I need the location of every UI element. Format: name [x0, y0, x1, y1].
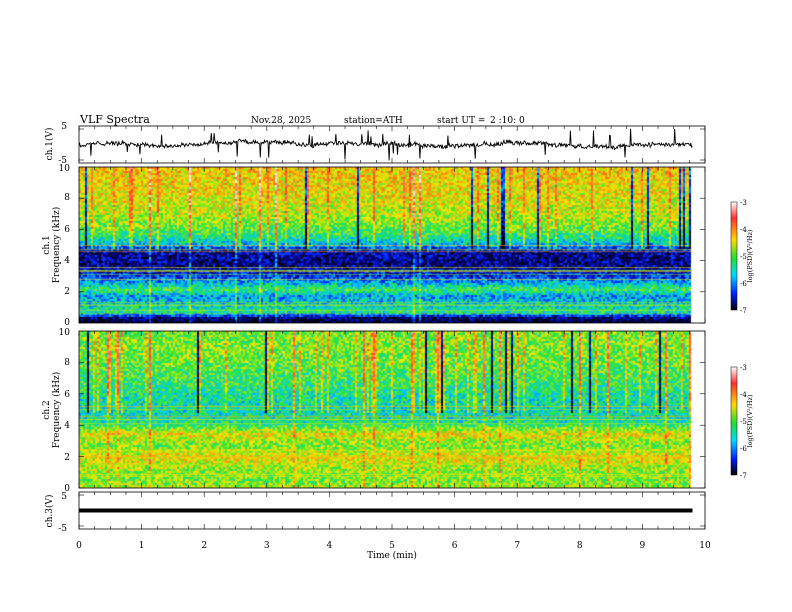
ch1-waveform-ticks: [78, 126, 706, 163]
ch2-freq-tick-10: 10: [59, 328, 71, 338]
ch3-waveform-panel: 5 -5 ch.3(V): [44, 491, 706, 534]
ch2-cbar-tick-m7: -7: [740, 472, 747, 480]
ch1-cbar-tick-m6: -6: [740, 280, 747, 288]
ch1-cbar-tick-m4: -4: [740, 226, 747, 234]
time-tick-0: 0: [76, 541, 82, 551]
header-station: station=ATH: [344, 116, 403, 126]
ch2-freq-tick-4: 4: [64, 421, 70, 431]
ch2-cbar-tick-m3: -3: [740, 364, 747, 372]
time-tick-5: 5: [389, 541, 395, 551]
time-axis: 0 1 2 3 4 5 6 7 8 9 10 Time (min): [76, 541, 711, 561]
ch2-cbar-label: log(PSD)(V²/Hz): [746, 394, 754, 447]
ch1-spectrogram-ticks: [78, 167, 706, 324]
ch1-cbar-label: log(PSD)(V²/Hz): [746, 229, 754, 282]
ch2-freq-axis-label: Frequency (kHz): [51, 372, 62, 449]
ch2-freq-tick-2: 2: [64, 453, 70, 463]
ch1-spectrogram-image: [79, 167, 692, 323]
ch3-ytick-bottom: -5: [58, 524, 67, 534]
ch1-waveform-line: [78, 128, 693, 161]
ch1-cbar-tick-m5: -5: [740, 253, 747, 261]
ch1-waveform-panel: 5 -5 ch.1(V): [44, 122, 706, 166]
ch1-spectrogram-cells: [79, 167, 692, 323]
header-date: Nov.28, 2025: [251, 116, 312, 126]
ch3-waveform-ticks: [78, 492, 706, 529]
ch1-ytick-top: 5: [61, 122, 67, 132]
ch1-freq-tick-10: 10: [59, 164, 71, 174]
ch1-freq-tick-0: 0: [64, 318, 70, 328]
ch1-freq-axis-label: Frequency (kHz): [51, 207, 62, 284]
ch2-colorbar: [730, 366, 738, 476]
ch1-cbar-tick-m7: -7: [740, 307, 747, 315]
figure-title: VLF Spectra: [79, 113, 150, 126]
time-tick-6: 6: [452, 541, 458, 551]
time-axis-label: Time (min): [367, 550, 417, 561]
ch1-freq-tick-8: 8: [64, 193, 70, 203]
time-tick-7: 7: [514, 541, 520, 551]
ch3-ylabel: ch.3(V): [44, 495, 55, 528]
time-tick-2: 2: [201, 541, 207, 551]
ch1-freq-tick-2: 2: [64, 287, 70, 297]
ch2-freq-tick-0: 0: [64, 484, 70, 494]
ch2-spectrogram-image: [79, 331, 692, 488]
ch1-cbar-tick-m3: -3: [740, 199, 747, 207]
ch1-ytick-bottom: -5: [58, 156, 67, 166]
ch2-cbar-tick-m4: -4: [740, 391, 747, 399]
ch2-freq-tick-8: 8: [64, 358, 70, 368]
header-start-time: 2 :10: 0: [490, 116, 525, 126]
time-tick-8: 8: [577, 541, 583, 551]
ch2-spectrogram-ticks: [78, 331, 706, 489]
ch2-spectrogram-panel: 0 2 4 6 8 10 ch.2 Frequency (kHz) -3 -4 …: [42, 328, 754, 494]
ch3-waveform-line: [79, 508, 693, 513]
time-tick-10: 10: [699, 541, 711, 551]
ch2-spectrogram-cells: [79, 331, 692, 488]
time-tick-4: 4: [327, 541, 333, 551]
ch3-ytick-top: 5: [61, 492, 67, 502]
ch2-channel-label: ch.2: [42, 400, 52, 419]
ch1-freq-tick-4: 4: [64, 256, 70, 266]
ch2-cbar-tick-m6: -6: [740, 445, 747, 453]
ch2-freq-tick-6: 6: [64, 390, 70, 400]
header-start-label: start UT =: [437, 116, 485, 126]
time-tick-3: 3: [264, 541, 270, 551]
ch2-cbar-tick-m5: -5: [740, 418, 747, 426]
time-tick-1: 1: [139, 541, 145, 551]
ch1-colorbar: [730, 201, 738, 311]
ch1-channel-label: ch.1: [42, 235, 52, 254]
ch1-freq-tick-6: 6: [64, 225, 70, 235]
ch1-spectrogram-panel: 0 2 4 6 8 10 ch.1 Frequency (kHz) -3 -4 …: [42, 164, 754, 328]
time-tick-9: 9: [640, 541, 646, 551]
ch1-ylabel: ch.1(V): [44, 128, 55, 161]
